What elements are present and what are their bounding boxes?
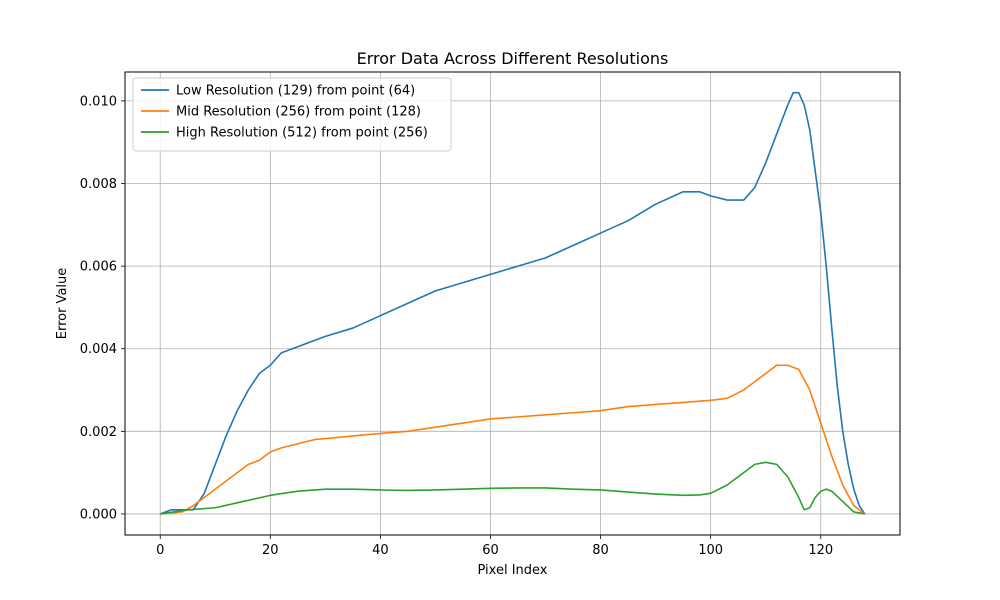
x-tick-label: 100 xyxy=(698,543,723,558)
series-line xyxy=(160,461,865,515)
legend-label: Mid Resolution (256) from point (128) xyxy=(176,105,421,120)
y-tick-label: 0.000 xyxy=(80,507,117,522)
y-tick-label: 0.002 xyxy=(80,425,117,440)
y-tick-label: 0.008 xyxy=(80,177,117,192)
axes-frame xyxy=(124,71,901,536)
chart-title: Error Data Across Different Resolutions xyxy=(357,49,669,68)
legend: Low Resolution (129) from point (64) Mid … xyxy=(132,77,452,152)
x-tick-label: 60 xyxy=(482,543,499,558)
y-axis-label: Error Value xyxy=(55,268,70,340)
x-tick-label: 120 xyxy=(808,543,833,558)
legend-label: Low Resolution (129) from point (64) xyxy=(176,84,415,99)
x-axis-ticks: 0 20 40 60 80 100 120 xyxy=(156,535,833,558)
y-tick-label: 0.010 xyxy=(80,94,117,109)
legend-label: High Resolution (512) from point (256) xyxy=(176,126,428,141)
x-tick-label: 80 xyxy=(592,543,609,558)
y-axis-ticks: 0.000 0.002 0.004 0.006 0.008 0.010 xyxy=(80,94,125,522)
y-tick-label: 0.006 xyxy=(80,260,117,275)
x-tick-label: 0 xyxy=(156,543,164,558)
series-line xyxy=(159,91,866,515)
x-axis-label: Pixel Index xyxy=(478,563,548,578)
x-tick-label: 20 xyxy=(262,543,279,558)
series-line xyxy=(160,364,866,515)
plot-lines xyxy=(159,91,866,515)
y-tick-label: 0.004 xyxy=(80,342,117,357)
x-tick-label: 40 xyxy=(372,543,389,558)
legend-box xyxy=(132,77,452,152)
